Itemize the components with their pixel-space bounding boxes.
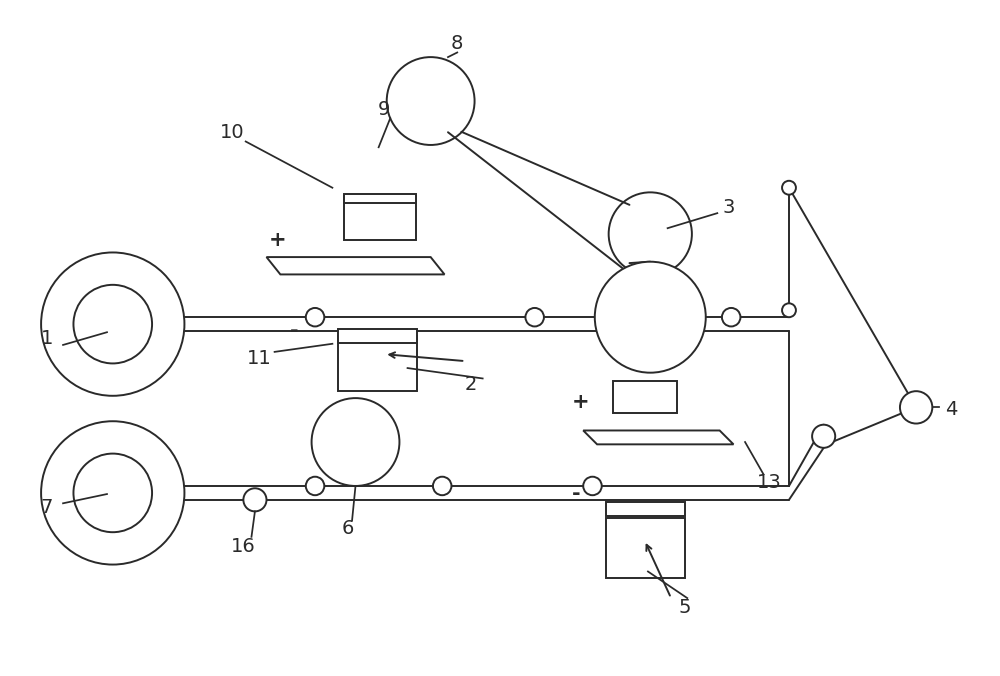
Text: -: - bbox=[572, 484, 581, 504]
Circle shape bbox=[782, 304, 796, 317]
Circle shape bbox=[73, 454, 152, 532]
Text: 10: 10 bbox=[220, 123, 244, 142]
Circle shape bbox=[312, 398, 399, 486]
Polygon shape bbox=[267, 257, 445, 274]
Text: 13: 13 bbox=[757, 473, 782, 492]
Text: +: + bbox=[572, 391, 590, 412]
Circle shape bbox=[306, 308, 324, 327]
Text: 9: 9 bbox=[378, 99, 391, 118]
Circle shape bbox=[243, 488, 267, 511]
Text: 11: 11 bbox=[247, 349, 272, 368]
Text: 3: 3 bbox=[723, 198, 735, 217]
Bar bbox=[606, 518, 685, 579]
Text: 1: 1 bbox=[41, 329, 53, 347]
Circle shape bbox=[525, 308, 544, 327]
Circle shape bbox=[41, 252, 184, 395]
Bar bbox=[613, 381, 677, 413]
Text: 6: 6 bbox=[341, 519, 354, 538]
Circle shape bbox=[41, 421, 184, 564]
Text: 7: 7 bbox=[41, 498, 53, 517]
Text: +: + bbox=[269, 230, 287, 249]
Circle shape bbox=[595, 262, 706, 372]
Circle shape bbox=[583, 477, 602, 496]
Text: 4: 4 bbox=[945, 400, 957, 419]
Circle shape bbox=[387, 57, 475, 145]
Circle shape bbox=[722, 308, 740, 327]
Bar bbox=[606, 502, 685, 516]
Bar bbox=[338, 329, 417, 343]
Text: 16: 16 bbox=[231, 537, 256, 556]
Circle shape bbox=[782, 180, 796, 195]
Text: 2: 2 bbox=[465, 375, 477, 393]
Circle shape bbox=[812, 425, 835, 448]
Circle shape bbox=[609, 193, 692, 276]
Bar bbox=[338, 336, 417, 391]
Text: 8: 8 bbox=[451, 34, 463, 53]
Circle shape bbox=[73, 285, 152, 364]
Polygon shape bbox=[583, 431, 733, 444]
Circle shape bbox=[433, 477, 451, 496]
Circle shape bbox=[900, 391, 932, 424]
Text: -: - bbox=[290, 321, 299, 341]
Circle shape bbox=[306, 477, 324, 496]
Text: 5: 5 bbox=[679, 598, 691, 617]
Bar bbox=[344, 193, 416, 203]
Bar bbox=[344, 196, 416, 240]
